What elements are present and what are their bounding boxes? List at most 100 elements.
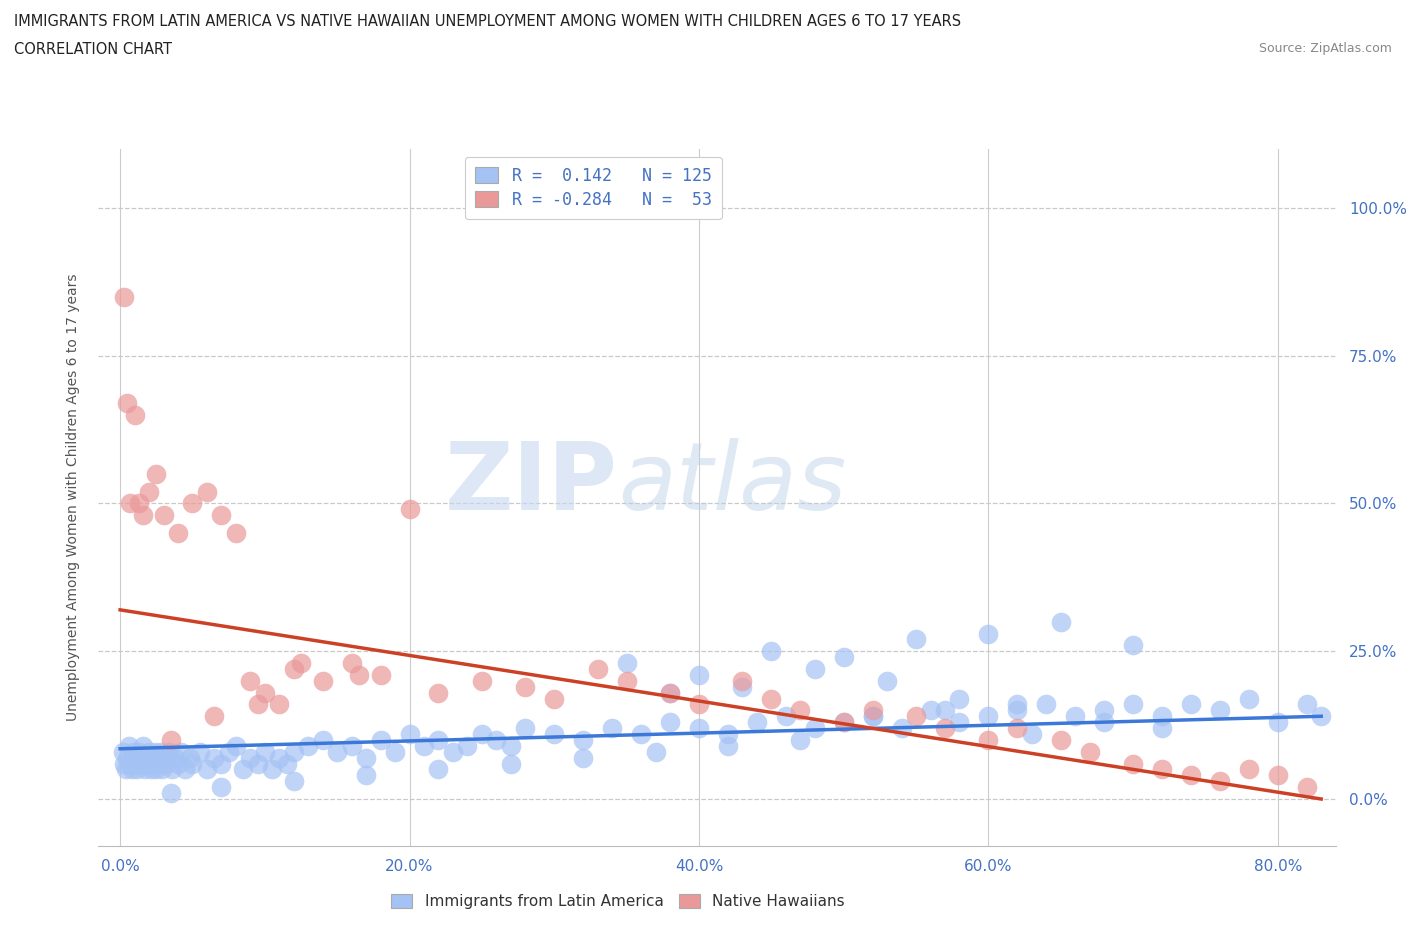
- Point: [1267, 715, 1289, 730]
- Point: [134, 762, 156, 777]
- Point: [977, 709, 1000, 724]
- Point: [616, 673, 638, 688]
- Point: [181, 756, 204, 771]
- Point: [832, 715, 855, 730]
- Point: [209, 756, 232, 771]
- Point: [225, 738, 247, 753]
- Point: [131, 756, 153, 771]
- Point: [862, 709, 884, 724]
- Point: [141, 751, 163, 765]
- Point: [142, 756, 165, 771]
- Point: [1122, 638, 1144, 653]
- Point: [347, 668, 370, 683]
- Point: [152, 751, 174, 765]
- Point: [165, 751, 187, 765]
- Point: [120, 496, 142, 511]
- Point: [876, 673, 898, 688]
- Point: [427, 733, 450, 748]
- Point: [1078, 744, 1101, 759]
- Point: [427, 685, 450, 700]
- Point: [934, 703, 956, 718]
- Point: [246, 756, 269, 771]
- Point: [128, 744, 150, 759]
- Point: [572, 733, 595, 748]
- Point: [1092, 703, 1115, 718]
- Point: [485, 733, 508, 748]
- Point: [1035, 697, 1057, 711]
- Point: [413, 738, 436, 753]
- Point: [688, 721, 710, 736]
- Point: [246, 697, 269, 711]
- Point: [761, 644, 783, 658]
- Point: [499, 738, 522, 753]
- Point: [934, 721, 956, 736]
- Point: [239, 673, 262, 688]
- Point: [862, 703, 884, 718]
- Point: [905, 709, 928, 724]
- Point: [441, 744, 464, 759]
- Point: [253, 744, 276, 759]
- Point: [160, 762, 183, 777]
- Point: [276, 756, 298, 771]
- Point: [157, 744, 180, 759]
- Point: [326, 744, 349, 759]
- Point: [1237, 762, 1260, 777]
- Point: [202, 751, 225, 765]
- Point: [283, 744, 305, 759]
- Text: ZIP: ZIP: [446, 438, 619, 529]
- Point: [1150, 762, 1173, 777]
- Point: [170, 744, 193, 759]
- Point: [132, 508, 155, 523]
- Point: [312, 733, 335, 748]
- Text: Source: ZipAtlas.com: Source: ZipAtlas.com: [1258, 42, 1392, 55]
- Point: [644, 744, 666, 759]
- Point: [167, 756, 190, 771]
- Point: [862, 709, 884, 724]
- Point: [659, 685, 682, 700]
- Point: [117, 395, 139, 410]
- Point: [118, 738, 141, 753]
- Point: [789, 733, 811, 748]
- Point: [146, 751, 169, 765]
- Point: [148, 756, 170, 771]
- Point: [128, 496, 150, 511]
- Point: [1209, 774, 1232, 789]
- Point: [283, 661, 305, 676]
- Point: [124, 751, 146, 765]
- Point: [1007, 721, 1029, 736]
- Point: [688, 668, 710, 683]
- Point: [370, 668, 392, 683]
- Point: [115, 762, 138, 777]
- Point: [471, 726, 494, 741]
- Point: [1122, 697, 1144, 711]
- Point: [195, 485, 218, 499]
- Point: [290, 656, 312, 671]
- Point: [1310, 709, 1333, 724]
- Point: [181, 496, 204, 511]
- Point: [111, 744, 134, 759]
- Point: [1150, 721, 1173, 736]
- Point: [1237, 691, 1260, 706]
- Point: [688, 697, 710, 711]
- Point: [543, 726, 565, 741]
- Point: [1267, 768, 1289, 783]
- Point: [1007, 703, 1029, 718]
- Point: [312, 673, 335, 688]
- Point: [239, 751, 262, 765]
- Point: [427, 762, 450, 777]
- Point: [143, 744, 166, 759]
- Point: [340, 738, 363, 753]
- Point: [977, 733, 1000, 748]
- Point: [731, 673, 754, 688]
- Y-axis label: Unemployment Among Women with Children Ages 6 to 17 years: Unemployment Among Women with Children A…: [66, 273, 80, 722]
- Point: [132, 738, 155, 753]
- Point: [586, 661, 609, 676]
- Point: [659, 715, 682, 730]
- Point: [283, 774, 305, 789]
- Point: [195, 762, 218, 777]
- Point: [124, 407, 146, 422]
- Point: [218, 744, 240, 759]
- Point: [127, 762, 149, 777]
- Point: [832, 715, 855, 730]
- Point: [1295, 779, 1317, 794]
